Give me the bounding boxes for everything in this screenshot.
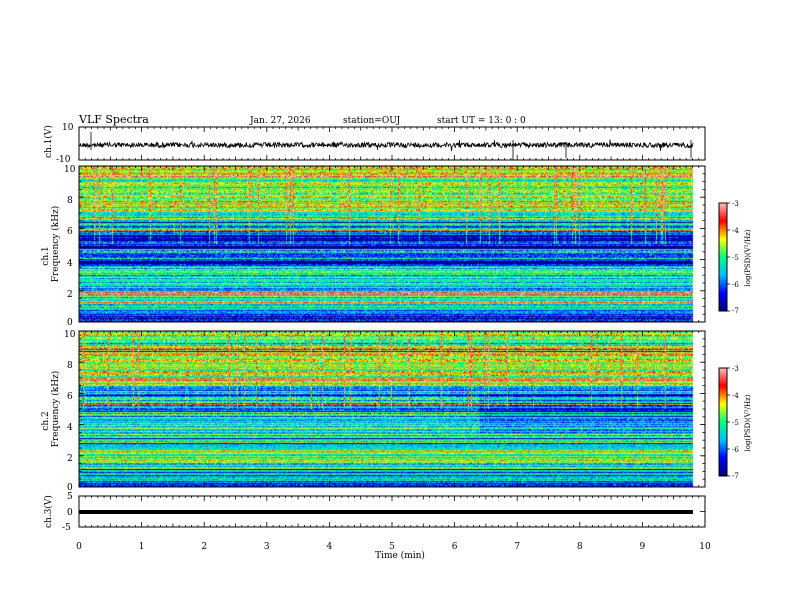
ch2-cbar-tick-4: -4 (732, 392, 739, 400)
figure-title: VLF Spectra (78, 113, 149, 126)
start-ut-label: start UT = 13: 0 : 0 (437, 116, 526, 126)
ch3-ytick-5: 5 (67, 492, 73, 502)
ch1-ytick-6: 6 (67, 227, 73, 237)
x-tick-label: 4 (327, 542, 333, 552)
date-label: Jan. 27, 2026 (249, 116, 311, 126)
ch1-ytick-4: 4 (67, 259, 73, 269)
ch1-spectrogram-image (79, 166, 705, 322)
ch1-colorbar-gradient (719, 203, 727, 311)
ch1-spectrogram-panel: 10 8 6 4 2 0 ch.1 Frequency (kHz) (41, 165, 706, 328)
ch1-waveform-trace (78, 139, 694, 152)
ch2-cbar-tick-7: -7 (732, 472, 739, 480)
ch1-ytick-2: 2 (67, 290, 73, 300)
ch1-colorbar: -3 -4 -5 -6 -7 log(PSD)(V²/Hz) (718, 200, 752, 315)
x-tick-label: 9 (640, 542, 646, 552)
x-tick-label: 1 (139, 542, 145, 552)
ch2-spectrogram-panel: 10 8 6 4 2 0 ch.2 Frequency (kHz) (41, 330, 706, 493)
ch2-ytick-8: 8 (67, 361, 73, 371)
ch2-ytick-6: 6 (67, 392, 73, 402)
x-tick-label: 0 (76, 542, 82, 552)
x-tick-label: 6 (452, 542, 458, 552)
ch2-cbar-tick-6: -6 (732, 446, 739, 454)
x-tick-label: 2 (201, 542, 207, 552)
ch2-ytick-2: 2 (67, 454, 73, 464)
ch1-cbar-tick-4: -4 (732, 227, 739, 235)
ch1-ytick-10: 10 (64, 165, 76, 175)
ch2-colorbar-ticks (727, 367, 730, 477)
ch1-colorbar-ticks (727, 202, 730, 312)
ch2-spectrogram-image (79, 331, 705, 487)
x-tick-label: 5 (389, 542, 395, 552)
ch2-spectrogram-ylabel-bottom: Frequency (kHz) (50, 371, 61, 448)
ch3-ytick-0: 0 (67, 508, 73, 518)
ch1-spectrogram-ylabel-bottom: Frequency (kHz) (50, 206, 61, 283)
ch3-waveform-trace (79, 510, 693, 514)
x-axis-label: Time (min) (375, 550, 425, 561)
ch1-spectrogram-ylabel-top: ch.1 (41, 246, 51, 265)
ch3-waveform-ticks (78, 495, 706, 528)
ch1-cbar-tick-3: -3 (732, 200, 739, 208)
ch1-cbar-tick-7: -7 (732, 307, 739, 315)
ch1-waveform-ylabel: ch.1(V) (43, 125, 54, 158)
ch1-ytick-top: 10 (62, 123, 74, 133)
ch1-spectrogram-ticks (78, 165, 706, 323)
ch2-colorbar-gradient (719, 368, 727, 476)
ch1-waveform-ticks (78, 127, 706, 160)
ch2-cbar-tick-5: -5 (732, 419, 739, 427)
ch2-ytick-10: 10 (64, 330, 76, 340)
ch3-waveform-panel: 5 0 -5 ch.3(V) (43, 492, 706, 533)
ch3-ytick-minus5: -5 (62, 523, 71, 533)
x-tick-label: 3 (264, 542, 270, 552)
ch2-ytick-4: 4 (67, 423, 73, 433)
ch1-ytick-bottom: -10 (56, 155, 71, 165)
x-tick-label: 7 (514, 542, 520, 552)
ch2-spectrogram-ylabel-top: ch.2 (41, 411, 51, 430)
ch3-waveform-ylabel: ch.3(V) (43, 495, 54, 528)
ch1-ytick-0: 0 (67, 318, 73, 328)
ch2-colorbar: -3 -4 -5 -6 -7 log(PSD)(V²/Hz) (718, 365, 752, 480)
x-tick-label: 10 (699, 542, 711, 552)
ch1-cbar-tick-6: -6 (732, 281, 739, 289)
x-tick-labels: 0 1 2 3 4 5 6 7 8 9 10 (76, 542, 711, 552)
ch1-cbar-tick-5: -5 (732, 254, 739, 262)
ch2-cbar-tick-3: -3 (732, 365, 739, 373)
ch1-ytick-8: 8 (67, 196, 73, 206)
ch1-colorbar-label: log(PSD)(V²/Hz) (744, 229, 752, 286)
ch2-spectrogram-ticks (78, 330, 706, 488)
ch2-colorbar-label: log(PSD)(V²/Hz) (744, 394, 752, 451)
x-tick-label: 8 (577, 542, 583, 552)
ch1-waveform-panel: 10 -10 ch.1(V) (43, 123, 706, 165)
station-label: station=OUJ (343, 116, 401, 126)
ch2-ytick-0: 0 (67, 483, 73, 493)
